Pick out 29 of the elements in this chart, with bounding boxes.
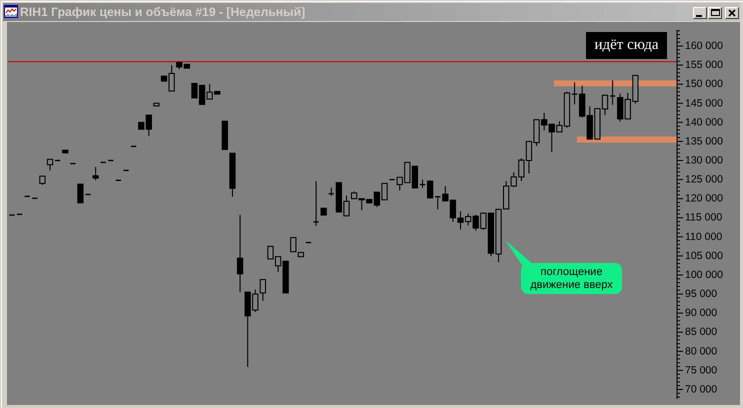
y-tick-label: 75 000	[685, 364, 718, 376]
y-tick-label: 155 000	[685, 59, 724, 72]
candlestick	[571, 82, 578, 105]
y-tick-label: 145 000	[685, 97, 724, 110]
y-tick-label: 95 000	[685, 288, 718, 300]
y-tick-label: 140 000	[685, 116, 724, 128]
y-tick-label: 70 000	[685, 383, 718, 396]
candlestick	[92, 166, 99, 181]
candlestick	[236, 214, 244, 293]
chart-title: RIH1 График цены и объёма #19 - [Недельный]	[20, 4, 306, 21]
y-tick-label: 80 000	[685, 345, 718, 358]
y-tick-label: 110 000	[685, 230, 722, 243]
y-tick-label: 115 000	[685, 212, 722, 224]
candlestick	[77, 184, 84, 204]
y-tick-label: 90 000	[685, 307, 718, 320]
candlestick	[290, 237, 296, 252]
y-tick-label: 85 000	[685, 326, 718, 338]
y-tick-label: 125 000	[685, 174, 724, 186]
y-tick-label: 135 000	[685, 135, 724, 148]
y-tick-label: 100 000	[685, 268, 724, 281]
y-tick-label: 130 000	[685, 154, 724, 167]
candlestick	[260, 279, 266, 302]
y-tick-label: 105 000	[685, 250, 724, 262]
candlestick	[46, 158, 54, 171]
annotation: идёт сюда	[586, 32, 667, 59]
y-tick-label: 150 000	[685, 78, 724, 90]
annotation: поглощение движение вверх	[521, 263, 622, 294]
y-tick-label: 120 000	[685, 192, 724, 205]
y-tick-label: 160 000	[685, 40, 724, 52]
